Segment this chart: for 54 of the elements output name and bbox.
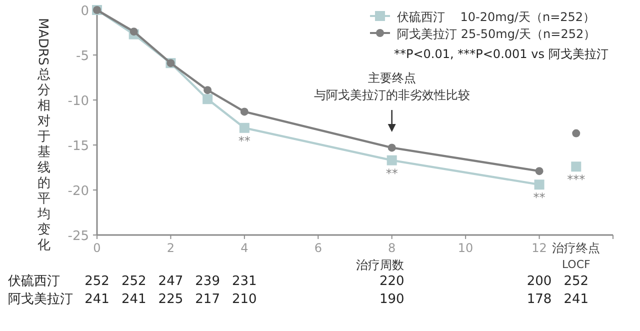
- point: [535, 167, 544, 176]
- text: 178: [526, 292, 552, 307]
- text: 210: [232, 292, 257, 307]
- annotation: **: [238, 134, 250, 148]
- annotation: 与阿戈美拉汀的非劣效性比较: [314, 88, 470, 102]
- annotation: **: [533, 190, 546, 205]
- y-tick-label: -25: [68, 229, 89, 244]
- annotation: ***: [567, 172, 586, 187]
- annotation: 主要终点: [368, 71, 416, 85]
- point: [571, 162, 582, 172]
- legend-label: 阿戈美拉汀 25-50mg/天（n=252）: [397, 27, 596, 41]
- text: MADRS总分相对于基线的平均变化: [35, 18, 50, 253]
- point: [572, 129, 580, 138]
- x-tick-label: 12: [532, 241, 547, 255]
- x-tick-label: 6: [314, 241, 322, 255]
- text: 217: [195, 292, 220, 307]
- text: 241: [84, 292, 110, 307]
- text: 阿戈美拉汀: [8, 291, 73, 307]
- text: 241: [121, 292, 146, 307]
- point: [388, 144, 396, 152]
- x-tick-label: 4: [240, 241, 248, 255]
- point: [534, 180, 544, 190]
- point: [239, 122, 250, 133]
- text: 225: [158, 292, 184, 307]
- text: 190: [379, 292, 404, 307]
- annotation: **: [386, 166, 398, 180]
- x-tick-label: 10: [458, 241, 474, 255]
- point: [386, 155, 397, 166]
- point: [204, 86, 212, 94]
- text: 200: [526, 274, 552, 289]
- text: 220: [379, 274, 404, 289]
- text: 239: [195, 274, 220, 289]
- text: 252: [121, 274, 146, 289]
- text: 247: [158, 274, 184, 289]
- y-tick-label: 0: [80, 4, 89, 19]
- y-tick-label: -10: [68, 94, 89, 109]
- y-tick-label: -20: [68, 184, 89, 199]
- text: 252: [564, 274, 589, 289]
- annotation: **P<0.01, ***P<0.001 vs 阿戈美拉汀: [394, 47, 608, 61]
- x-axis-title: 治疗周数: [356, 258, 404, 272]
- x-tick-label: 8: [388, 241, 396, 255]
- point: [240, 108, 248, 116]
- y-tick-label: -15: [68, 139, 89, 154]
- legend-label: 伏硫西汀 10-20mg/天（n=252）: [397, 10, 596, 24]
- text: 252: [84, 274, 110, 289]
- y-tick-label: -5: [76, 49, 89, 64]
- text: 伏硫西汀: [8, 274, 60, 289]
- point: [202, 94, 213, 104]
- text: 241: [564, 292, 589, 307]
- x-tick-label: 0: [93, 241, 101, 255]
- point: [130, 28, 138, 36]
- text: 231: [232, 274, 257, 289]
- x-tick-label: 2: [166, 241, 175, 255]
- x-tick-label: 治疗终点 LOCF: [552, 241, 600, 271]
